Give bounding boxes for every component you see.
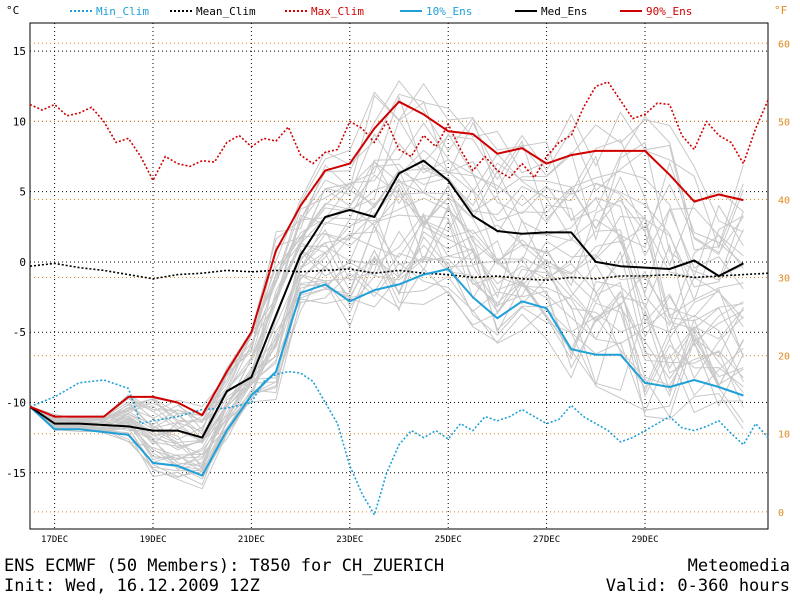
y-right-tick-label: 30 (778, 274, 790, 285)
y-right-tick-label: 0 (778, 508, 784, 519)
x-tick-label: 21DEC (238, 535, 265, 545)
source-label: Meteomedia (687, 556, 790, 576)
ensemble-member-line (29, 248, 744, 459)
x-tick-label: 27DEC (533, 535, 560, 545)
y-left-tick-label: 10 (13, 115, 26, 128)
ensemble-member-line (29, 223, 744, 470)
ensemble-member-line (29, 262, 744, 490)
series-line-mean-clim (29, 262, 769, 282)
legend-label: Mean_Clim (196, 5, 256, 18)
x-tick-label: 23DEC (336, 535, 363, 545)
y-right-tick-label: 60 (778, 39, 790, 50)
series-line-max-clim (29, 81, 769, 182)
ensemble-member-line (29, 169, 744, 451)
ensemble-member-line (29, 118, 744, 441)
init-time: Init: Wed, 16.12.2009 12Z (4, 576, 260, 596)
legend-label: 10%_Ens (426, 5, 472, 18)
y-left-tick-label: 5 (19, 186, 26, 199)
y-right-tick-label: 50 (778, 117, 790, 128)
ensemble-member-line (29, 187, 744, 449)
ensemble-member-line (29, 244, 744, 479)
chart-title: ENS ECMWF (50 Members): T850 for CH_ZUER… (4, 556, 445, 576)
ensemble-member-line (29, 159, 744, 444)
y-left-tick-label: 15 (13, 45, 26, 58)
x-tick-label: 25DEC (435, 535, 462, 545)
y-left-tick-label: -5 (13, 326, 26, 339)
legend-label: Med_Ens (541, 5, 587, 18)
ensemble-member-line (29, 240, 744, 461)
legend-label: Min_Clim (96, 5, 149, 18)
series-lines (29, 81, 769, 516)
ensemble-chart: 17DEC 19DEC 21DEC 23DEC 25DEC 27DEC 29DEC -15 -1… (6, 4, 790, 545)
x-tick-label: 29DEC (631, 535, 658, 545)
ensemble-member-line (29, 149, 744, 426)
y-left-tick-label: 0 (19, 256, 26, 269)
ensemble-member-line (29, 141, 744, 441)
valid-range: Valid: 0-360 hours (605, 576, 790, 596)
ensemble-member-line (29, 95, 744, 430)
y-left-tick-label: -10 (6, 397, 26, 410)
x-tick-label: 19DEC (139, 535, 166, 545)
y-right-tick-label: 10 (778, 430, 790, 441)
ensemble-member-line (29, 231, 744, 470)
axes: 17DEC 19DEC 21DEC 23DEC 25DEC 27DEC 29DEC -15 -1… (6, 4, 790, 545)
y-right-unit: °F (774, 4, 787, 17)
ensemble-member-line (29, 94, 744, 423)
series-line-med-ens (29, 159, 744, 439)
y-left-unit: °C (6, 4, 19, 17)
ensemble-member-line (29, 169, 744, 423)
ensemble-member-line (29, 133, 744, 423)
series-line-90-ens (29, 100, 744, 418)
legend-label: Max_Clim (311, 5, 364, 18)
series-line-10-ens (29, 268, 744, 477)
ensemble-member-line (29, 265, 744, 469)
y-right-tick-label: 20 (778, 352, 790, 363)
x-tick-label: 17DEC (41, 535, 68, 545)
y-right-tick-label: 40 (778, 195, 790, 206)
ensemble-member-line (29, 219, 744, 466)
ensemble-member-line (29, 186, 744, 467)
y-left-tick-label: -15 (6, 467, 26, 480)
legend-label: 90%_Ens (646, 5, 692, 18)
legend: Min_Clim Mean_Clim Max_Clim 10%_Ens Med_Ens 9… (70, 5, 692, 18)
